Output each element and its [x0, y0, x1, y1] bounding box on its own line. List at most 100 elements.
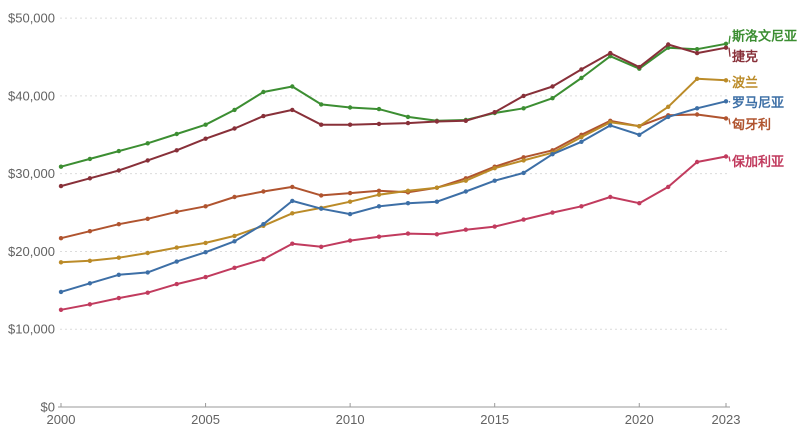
data-point-czechia-2013	[434, 119, 440, 124]
data-point-slovenia-2018	[579, 75, 584, 81]
data-point-slovenia-2005	[203, 122, 208, 127]
data-point-czechia-2003	[145, 158, 150, 163]
data-point-czechia-2010	[347, 122, 353, 127]
data-point-slovenia-2002	[116, 148, 122, 154]
data-point-poland-2006	[232, 233, 237, 239]
data-point-slovenia-2022	[694, 47, 700, 52]
data-point-romania-2004	[174, 259, 179, 264]
data-point-bulgaria-2015	[492, 224, 497, 229]
data-point-bulgaria-2023	[723, 154, 729, 159]
data-point-hungary-2007	[261, 189, 266, 194]
series-line-czechia	[60, 43, 727, 188]
data-point-czechia-2020	[637, 64, 642, 70]
data-point-romania-2022	[694, 106, 700, 111]
series-line-romania	[60, 100, 727, 293]
data-point-czechia-2001	[87, 176, 93, 181]
data-point-romania-2007	[261, 222, 266, 227]
data-point-poland-2010	[347, 199, 353, 204]
data-point-bulgaria-2007	[261, 257, 266, 262]
data-point-romania-2023	[723, 99, 729, 104]
data-point-slovenia-2009	[319, 102, 324, 107]
data-point-hungary-2011	[376, 188, 382, 193]
data-point-bulgaria-2020	[637, 201, 642, 206]
x-axis-tick-label: 2020	[625, 412, 654, 427]
data-point-romania-2002	[116, 272, 122, 277]
data-point-poland-2002	[116, 255, 122, 260]
data-point-slovenia-2010	[347, 105, 353, 110]
series-label-poland[interactable]: 波兰	[732, 75, 758, 90]
data-point-bulgaria-2012	[405, 231, 411, 236]
data-point-bulgaria-2014	[463, 227, 468, 232]
x-axis-tick-label: 2010	[336, 412, 365, 427]
data-point-czechia-2018	[579, 67, 584, 72]
data-point-poland-2021	[666, 104, 671, 110]
data-point-romania-2016	[521, 170, 526, 176]
data-point-slovenia-2006	[232, 107, 237, 113]
series-label-slovenia[interactable]: 斯洛文尼亚	[732, 28, 797, 43]
data-point-czechia-2023	[723, 45, 729, 50]
data-point-czechia-2002	[116, 168, 122, 173]
label-connector-slovenia	[728, 35, 731, 44]
y-axis-tick-label: $20,000	[8, 244, 55, 259]
data-point-slovenia-2003	[145, 141, 150, 146]
data-point-romania-2003	[145, 270, 150, 275]
data-point-bulgaria-2016	[521, 217, 526, 222]
data-point-poland-2004	[174, 245, 179, 250]
data-point-czechia-2014	[463, 118, 468, 124]
data-point-poland-2011	[376, 192, 382, 197]
data-point-hungary-2009	[319, 193, 324, 198]
data-point-romania-2014	[463, 189, 468, 194]
data-point-romania-2009	[319, 206, 324, 211]
data-point-czechia-2007	[261, 113, 266, 119]
x-axis-tick-label: 2005	[191, 412, 220, 427]
series-line-bulgaria	[60, 155, 727, 311]
data-point-czechia-2016	[521, 93, 526, 99]
series-label-hungary[interactable]: 匈牙利	[732, 117, 771, 132]
data-point-hungary-2004	[174, 209, 179, 214]
data-point-bulgaria-2019	[608, 194, 613, 200]
data-point-romania-2006	[232, 239, 237, 244]
data-point-romania-2015	[492, 178, 497, 183]
data-point-czechia-2015	[492, 110, 497, 115]
series-line-hungary	[60, 113, 727, 240]
y-axis-tick-label: $0	[41, 400, 55, 415]
data-point-hungary-2016	[521, 155, 526, 160]
data-point-bulgaria-2005	[203, 274, 208, 280]
data-point-bulgaria-2022	[694, 159, 700, 165]
data-point-romania-2021	[666, 114, 671, 120]
data-point-romania-2017	[550, 152, 555, 157]
data-point-slovenia-2019	[608, 54, 613, 59]
data-point-romania-2018	[579, 139, 584, 144]
data-point-slovenia-2008	[290, 84, 295, 89]
label-connector-romania	[728, 100, 731, 103]
data-point-slovenia-2023	[723, 41, 729, 46]
data-point-poland-2019	[608, 120, 613, 125]
data-point-bulgaria-2006	[232, 265, 237, 270]
y-axis-tick-label: $50,000	[8, 11, 55, 26]
data-point-czechia-2012	[405, 120, 411, 126]
data-point-czechia-2011	[376, 121, 382, 127]
data-point-poland-2014	[463, 178, 468, 183]
series-label-romania[interactable]: 罗马尼亚	[732, 95, 784, 110]
data-point-bulgaria-2003	[145, 290, 150, 295]
data-point-romania-2005	[203, 250, 208, 255]
data-point-slovenia-2004	[174, 131, 179, 137]
data-point-slovenia-2007	[261, 89, 266, 95]
data-point-bulgaria-2008	[290, 241, 295, 246]
data-point-hungary-2008	[290, 184, 295, 190]
data-point-slovenia-2011	[376, 106, 382, 112]
data-point-hungary-2003	[145, 216, 150, 221]
data-point-poland-2013	[434, 185, 440, 190]
series-label-bulgaria[interactable]: 保加利亚	[731, 154, 784, 169]
data-point-romania-2020	[637, 132, 642, 137]
data-point-bulgaria-2002	[116, 295, 122, 301]
series-label-czechia[interactable]: 捷克	[732, 49, 758, 64]
data-point-bulgaria-2013	[434, 232, 440, 237]
data-point-bulgaria-2000	[58, 307, 64, 312]
data-point-bulgaria-2010	[347, 238, 353, 243]
label-connector-czechia	[728, 47, 731, 57]
data-point-romania-2011	[376, 204, 382, 209]
data-point-poland-2020	[637, 124, 642, 129]
data-point-hungary-2000	[58, 236, 64, 241]
